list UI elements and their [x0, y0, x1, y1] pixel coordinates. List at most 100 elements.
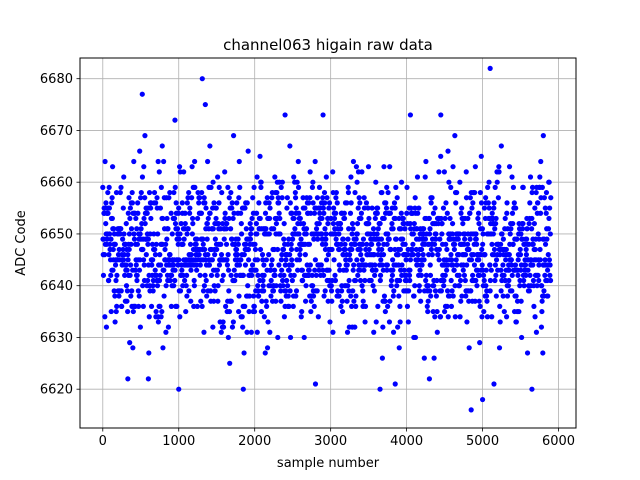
data-point — [510, 241, 516, 247]
data-point — [423, 158, 429, 165]
data-point — [180, 241, 186, 247]
data-point — [283, 288, 289, 294]
data-point — [508, 226, 514, 232]
data-point — [276, 210, 282, 216]
data-point — [457, 231, 463, 237]
data-point — [345, 189, 352, 196]
data-point — [291, 174, 297, 180]
data-point — [140, 283, 146, 289]
data-point — [186, 288, 192, 294]
data-point — [278, 298, 284, 304]
data-point — [463, 195, 470, 201]
data-point — [112, 241, 118, 247]
data-point — [510, 220, 516, 227]
data-point — [393, 236, 399, 242]
data-point — [214, 267, 221, 273]
data-point — [339, 288, 345, 294]
data-point — [460, 220, 466, 227]
data-point — [118, 184, 124, 190]
data-point — [184, 231, 190, 237]
data-point — [313, 226, 320, 232]
data-point — [259, 298, 265, 304]
data-point — [111, 226, 117, 232]
data-point — [527, 272, 533, 278]
data-point — [251, 303, 257, 309]
data-point — [194, 303, 200, 309]
data-point — [176, 257, 182, 263]
data-point — [535, 200, 541, 206]
data-point — [287, 252, 293, 258]
data-point — [301, 334, 307, 341]
data-point — [300, 220, 307, 227]
data-point — [157, 205, 164, 211]
data-point — [370, 226, 377, 232]
data-point — [307, 169, 313, 175]
data-point — [519, 334, 525, 341]
data-point — [358, 215, 364, 222]
data-point — [391, 200, 398, 206]
data-point — [471, 262, 478, 268]
data-point — [321, 210, 327, 216]
data-point — [183, 308, 189, 315]
data-point — [520, 184, 526, 190]
data-point — [245, 148, 251, 154]
data-point — [425, 298, 431, 304]
data-point — [202, 246, 208, 253]
data-point — [539, 298, 545, 304]
data-point — [436, 257, 442, 263]
data-point — [513, 293, 519, 299]
data-point — [204, 220, 210, 227]
data-point — [233, 272, 239, 278]
data-point — [400, 236, 406, 242]
data-point — [106, 205, 112, 211]
data-point — [369, 241, 375, 247]
data-point — [358, 252, 364, 258]
data-point — [492, 184, 498, 190]
data-point — [292, 226, 298, 232]
data-point — [136, 267, 143, 273]
data-point — [228, 226, 234, 232]
data-point — [254, 174, 260, 180]
data-point-outlier — [312, 381, 319, 387]
data-point — [277, 231, 283, 237]
data-point — [277, 215, 283, 222]
data-point — [177, 314, 183, 320]
data-point — [394, 195, 400, 201]
data-point — [308, 308, 314, 315]
data-point — [503, 246, 509, 253]
data-point — [289, 277, 295, 284]
data-point — [284, 283, 291, 289]
data-point — [449, 231, 455, 237]
data-point — [289, 262, 295, 268]
data-point — [108, 236, 114, 242]
data-point — [211, 200, 217, 206]
data-point — [388, 246, 394, 253]
data-point — [387, 298, 393, 304]
data-point — [246, 293, 253, 299]
data-point — [100, 272, 107, 278]
data-point — [106, 252, 112, 258]
data-point — [322, 288, 328, 294]
data-point — [350, 267, 356, 273]
data-point — [209, 257, 215, 263]
data-point — [415, 252, 421, 258]
data-point — [464, 319, 470, 325]
data-point — [331, 215, 338, 222]
data-point — [222, 169, 228, 175]
data-point — [272, 267, 278, 273]
data-point — [401, 220, 407, 227]
data-point — [456, 272, 462, 278]
data-point — [378, 257, 384, 263]
data-point — [419, 262, 425, 268]
data-point — [120, 257, 127, 263]
data-point — [498, 241, 504, 247]
data-point — [410, 241, 416, 247]
data-point — [405, 319, 411, 325]
data-point — [329, 246, 335, 253]
data-point — [333, 189, 339, 196]
data-point — [484, 314, 491, 320]
data-point — [374, 231, 380, 237]
data-point — [380, 267, 386, 273]
data-point — [125, 308, 131, 315]
data-point — [134, 241, 141, 247]
